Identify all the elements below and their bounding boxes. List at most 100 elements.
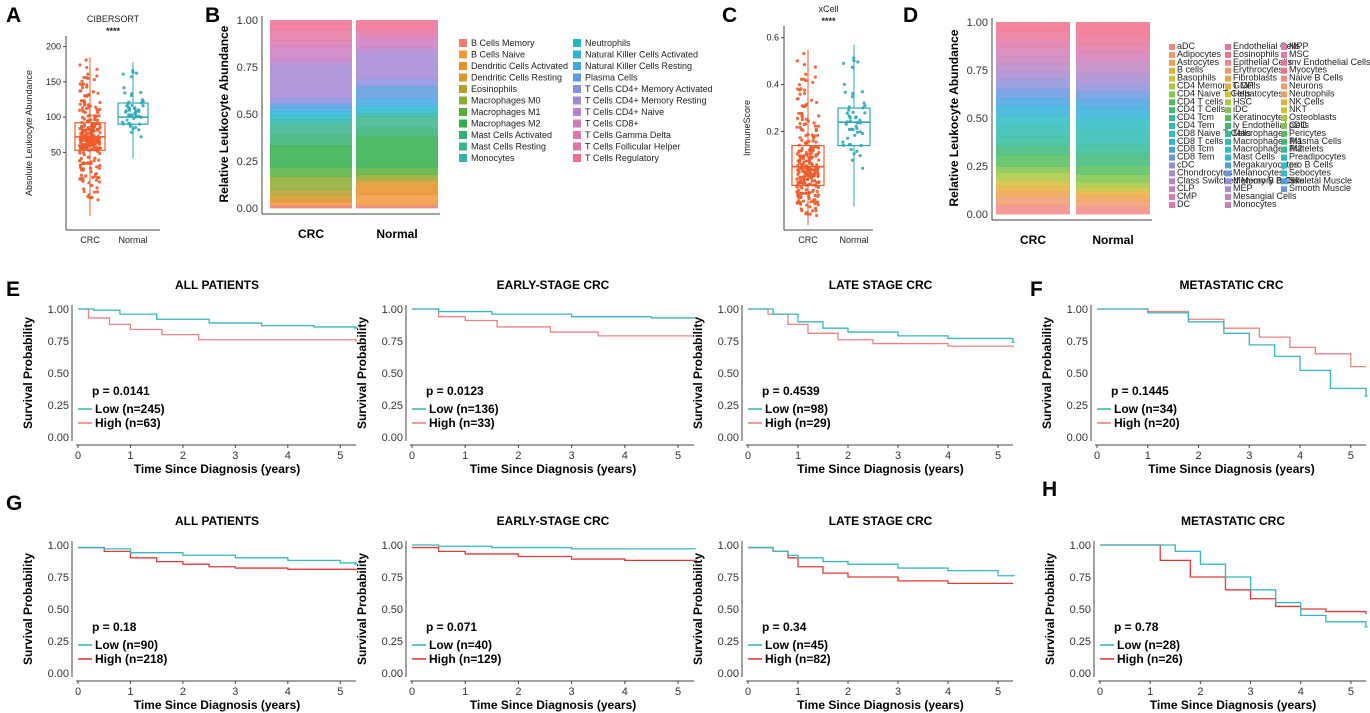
panel-title: xCell: [818, 4, 838, 14]
data-point: [92, 78, 97, 82]
x-tick-label: 2: [1195, 450, 1201, 462]
x-axis-label: Time Since Diagnosis (years): [1148, 462, 1315, 476]
y-tick-label: 0.50: [237, 109, 258, 121]
x-tick-label: 3: [895, 686, 901, 698]
low-curve: [412, 308, 694, 319]
y-tick-label: 0.00: [382, 668, 403, 680]
legend-swatch: [1281, 67, 1287, 74]
data-point: [92, 114, 96, 118]
y-tick-label: 1.00: [237, 15, 258, 27]
bar-segment: [270, 29, 352, 41]
data-point: [847, 114, 851, 118]
x-tick-label: 3: [1248, 686, 1254, 698]
data-point: [799, 195, 803, 199]
legend-label: Macrophages: [1233, 128, 1288, 138]
y-axis-label: Absolute Leukocyte Abundance: [24, 70, 34, 196]
data-point: [850, 65, 855, 69]
panel-d: Relative Leukocyte Abundance 0.00 0.25 0.50…: [947, 17, 1370, 247]
legend-swatch: [573, 131, 581, 139]
data-point: [89, 131, 93, 135]
data-point: [816, 185, 821, 189]
legend-swatch: [1169, 130, 1175, 137]
y-tick-label: 1.00: [382, 540, 403, 552]
bar-segment: [270, 189, 352, 196]
x-tick-label: 1: [795, 450, 801, 462]
bar-segment: [270, 103, 352, 108]
data-point: [810, 179, 814, 183]
y-tick-label: 0.75: [48, 336, 69, 348]
panel-label-a: A: [6, 4, 21, 27]
data-point: [798, 159, 802, 163]
legend-label: CD8 T cells: [1177, 136, 1224, 146]
x-tick-label: Normal: [839, 235, 868, 245]
x-tick-label: 0: [409, 686, 415, 698]
y-tick-label: 0.25: [967, 161, 988, 173]
data-point: [82, 124, 86, 128]
data-point: [812, 173, 816, 178]
panel-label-h: H: [1042, 478, 1057, 501]
data-point: [816, 180, 821, 185]
legend-swatch: [1169, 146, 1175, 153]
data-point: [84, 75, 88, 80]
data-point: [87, 144, 92, 148]
legend-label: Preadipocytes: [1289, 152, 1347, 162]
data-point: [78, 102, 82, 106]
data-point: [78, 63, 82, 67]
data-point: [86, 126, 90, 130]
bar-segment: [996, 63, 1070, 72]
x-tick-label: 2: [845, 450, 851, 462]
legend-label: T Cells CD4+ Memory Activated: [585, 84, 713, 94]
p-value: p = 0.4539: [762, 384, 820, 398]
panel-title: LATE STAGE CRC: [829, 278, 933, 292]
legend-label: Chondrocytes: [1177, 167, 1233, 177]
data-point: [863, 104, 867, 108]
legend-swatch: [1281, 162, 1287, 169]
legend-label: GMP: [1233, 81, 1254, 91]
data-point: [83, 138, 87, 142]
legend-label: T Cells Regulatory: [585, 153, 659, 163]
y-axis-label: Survival Probability: [355, 553, 369, 665]
data-point: [850, 158, 855, 162]
legend-swatch: [1169, 115, 1175, 122]
bar-segment: [1076, 174, 1150, 183]
data-point: [94, 172, 98, 176]
bar-segment: [996, 155, 1070, 167]
legend-swatch: [573, 62, 581, 70]
panel-e1: ALL PATIENTS Survival Probability Time Sin…: [21, 278, 358, 476]
y-tick-label: 150: [46, 77, 61, 87]
data-point: [91, 137, 95, 141]
y-tick-label: 1.00: [967, 17, 988, 29]
data-point: [85, 85, 89, 89]
bar-segment: [270, 202, 352, 206]
data-point: [123, 91, 127, 95]
y-axis-label: Relative Leukocyte Abundance: [947, 29, 961, 206]
data-point: [814, 140, 818, 144]
data-point: [81, 145, 85, 149]
data-point: [799, 127, 803, 132]
data-point: [84, 94, 88, 98]
bar-segment: [996, 98, 1070, 107]
x-tick-label: 4: [1298, 686, 1304, 698]
legend-swatch: [1281, 51, 1287, 58]
legend-swatch: [1281, 138, 1287, 145]
data-point: [815, 189, 819, 194]
legend-swatch: [1225, 202, 1231, 208]
data-point: [804, 188, 808, 192]
legend-label: T Cells Follicular Helper: [585, 142, 680, 152]
bar-segment: [270, 199, 352, 203]
x-tick-label: 4: [945, 686, 951, 698]
legend-label: Basophils: [1177, 73, 1217, 83]
x-axis-label: Time Since Diagnosis (years): [470, 698, 637, 712]
data-point: [134, 125, 138, 130]
significance-marker: ****: [106, 26, 121, 36]
panel-g2: EARLY-STAGE CRC Survival Probability Time …: [355, 514, 696, 712]
data-point: [858, 118, 862, 122]
legend-swatch: [1169, 83, 1175, 90]
p-value: p = 0.071: [426, 620, 477, 634]
bar-segment: [270, 133, 352, 146]
panel-label-f: F: [1030, 278, 1043, 301]
legend-label: NKT: [1289, 104, 1308, 114]
bar-segment: [270, 119, 352, 126]
legend-swatch: [1225, 162, 1231, 169]
legend-label: Macrophages M0: [471, 96, 541, 106]
